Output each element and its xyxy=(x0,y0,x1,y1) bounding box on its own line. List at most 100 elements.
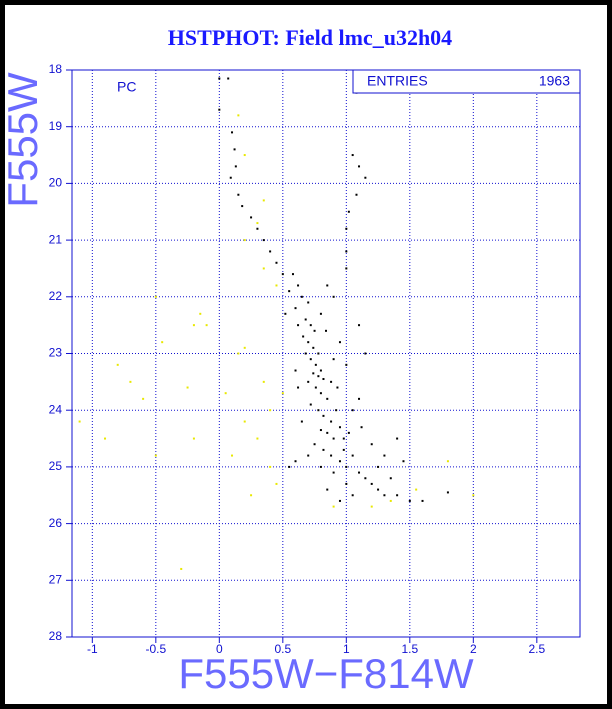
point xyxy=(415,488,418,491)
point xyxy=(377,465,380,468)
point xyxy=(338,341,341,344)
y-tick-label: 24 xyxy=(49,402,63,416)
point xyxy=(302,335,305,338)
y-tick-label: 21 xyxy=(49,232,63,246)
point xyxy=(364,352,367,355)
point xyxy=(231,454,234,457)
point xyxy=(396,437,399,440)
point xyxy=(319,392,322,395)
point xyxy=(234,165,237,168)
point xyxy=(275,284,278,287)
x-axis-label: F555W−F814W xyxy=(178,650,474,697)
point xyxy=(335,409,338,412)
y-tick-label: 26 xyxy=(49,516,63,530)
point xyxy=(358,397,361,400)
point xyxy=(330,454,333,457)
point xyxy=(351,454,354,457)
point xyxy=(360,426,363,429)
point xyxy=(325,329,327,332)
point xyxy=(314,386,317,389)
point xyxy=(319,429,322,432)
point xyxy=(326,431,329,434)
point xyxy=(297,386,300,389)
point xyxy=(294,307,297,310)
point xyxy=(355,193,358,196)
point xyxy=(317,375,320,378)
point xyxy=(338,460,341,463)
point xyxy=(262,199,265,202)
point xyxy=(326,284,329,287)
point xyxy=(275,482,278,485)
point xyxy=(345,227,348,230)
point xyxy=(313,329,316,332)
point xyxy=(338,499,341,502)
point xyxy=(104,437,107,440)
point xyxy=(116,363,119,366)
point xyxy=(317,409,320,412)
point xyxy=(408,499,411,502)
x-tick-label: 0.5 xyxy=(274,642,291,656)
point xyxy=(218,108,221,111)
point xyxy=(330,420,333,423)
point xyxy=(338,426,341,429)
x-tick-label: -0.5 xyxy=(145,642,166,656)
point xyxy=(314,363,317,366)
point xyxy=(288,290,291,293)
point xyxy=(275,261,278,264)
y-tick-label: 27 xyxy=(49,572,63,586)
point xyxy=(322,378,325,381)
point xyxy=(243,346,246,349)
point xyxy=(262,267,265,270)
point xyxy=(322,414,325,417)
x-tick-label: 1.5 xyxy=(401,642,418,656)
point xyxy=(307,380,310,383)
point xyxy=(294,369,297,372)
point xyxy=(351,494,354,497)
point xyxy=(205,324,208,327)
point xyxy=(218,77,221,80)
y-tick-label: 23 xyxy=(49,346,63,360)
point xyxy=(358,324,361,327)
point xyxy=(281,392,284,395)
x-tick-label: 0 xyxy=(216,642,223,656)
point xyxy=(288,465,291,468)
point xyxy=(421,499,424,502)
point xyxy=(307,301,310,304)
point xyxy=(312,372,315,375)
point xyxy=(241,205,244,208)
point xyxy=(332,358,335,361)
point xyxy=(342,437,345,440)
point xyxy=(307,454,310,457)
point xyxy=(161,341,164,344)
point xyxy=(307,341,310,344)
point xyxy=(446,491,449,494)
point xyxy=(243,420,246,423)
point xyxy=(370,482,373,485)
point xyxy=(269,465,272,468)
point xyxy=(319,465,322,468)
point xyxy=(186,386,189,389)
point xyxy=(351,409,354,412)
point xyxy=(383,494,386,497)
point xyxy=(297,284,300,287)
point xyxy=(284,312,287,315)
point xyxy=(322,448,325,451)
point xyxy=(180,567,183,570)
point xyxy=(304,352,307,355)
point xyxy=(243,154,246,157)
y-tick-label: 25 xyxy=(49,459,63,473)
annotation: PC xyxy=(117,79,136,95)
point xyxy=(129,380,132,383)
point xyxy=(364,477,367,480)
point xyxy=(224,392,227,395)
point xyxy=(237,352,240,355)
point xyxy=(237,114,240,117)
point xyxy=(319,369,322,372)
point xyxy=(269,250,272,253)
point xyxy=(192,437,195,440)
point xyxy=(300,420,303,423)
point xyxy=(347,210,350,213)
point xyxy=(231,131,234,134)
point xyxy=(377,488,380,491)
point xyxy=(332,505,335,508)
